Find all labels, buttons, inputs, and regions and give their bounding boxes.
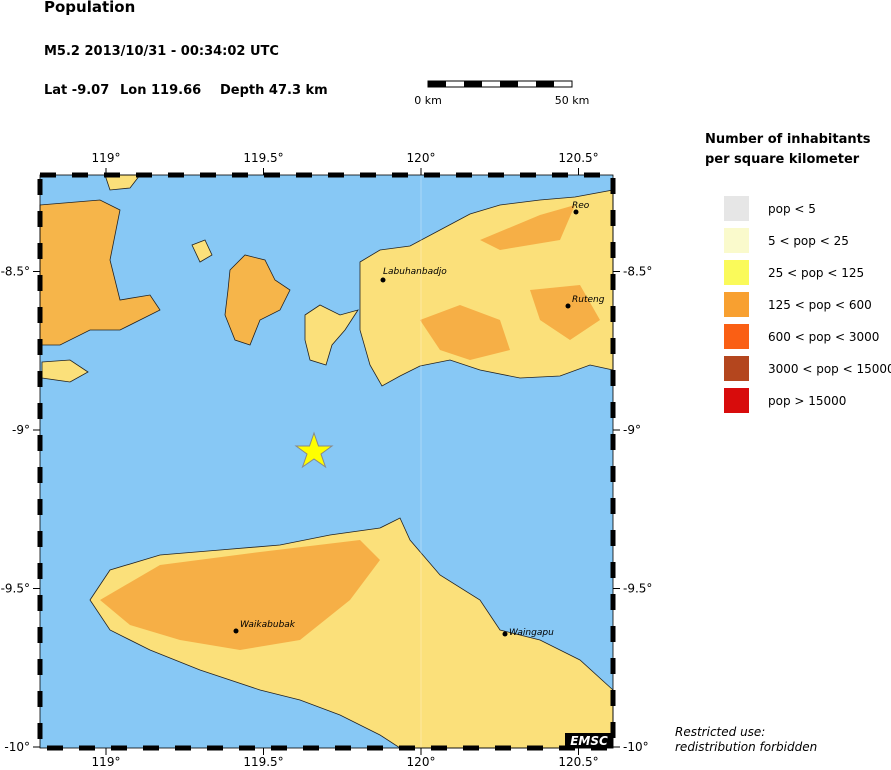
lon-tick-label: 120°: [407, 151, 436, 165]
note: Restricted use:: [675, 725, 765, 739]
city-dot: [380, 277, 386, 283]
lon-tick-label: 120.5°: [558, 755, 598, 769]
legend-swatch: [724, 292, 749, 317]
legend-swatch: [724, 196, 749, 221]
city-label: Ruteng: [572, 295, 605, 305]
legend-label: 600 < pop < 3000: [768, 330, 879, 344]
lon-tick-label: 119.5°: [243, 755, 283, 769]
lon-tick-label: 120°: [407, 755, 436, 769]
lat-tick-label: -9°: [623, 423, 641, 437]
scale-start: 0 km: [414, 94, 442, 107]
lon-tick-label: 119°: [92, 755, 121, 769]
lat: Lat -9.07: [44, 83, 109, 98]
legend-swatch: [724, 260, 749, 285]
epicenter: [294, 431, 334, 469]
scale-bar: 0 km 50 km: [414, 80, 590, 107]
city-label: Reo: [572, 201, 590, 211]
legend-swatch: [724, 228, 749, 253]
city-dot: [573, 209, 579, 215]
legend-swatch: [724, 356, 749, 381]
legend-swatch: [724, 388, 749, 413]
depth: Depth 47.3 km: [220, 83, 328, 98]
lon-tick-label: 119°: [92, 151, 121, 165]
legend-label: 25 < pop < 125: [768, 266, 864, 280]
scale-end: 50 km: [555, 94, 590, 107]
event: M5.2 2013/10/31 - 00:34:02 UTC: [44, 44, 279, 59]
lon-tick-label: 120.5°: [558, 151, 598, 165]
legend-label: 125 < pop < 600: [768, 298, 872, 312]
lat-tick-label: -9°: [12, 423, 30, 437]
note: redistribution forbidden: [675, 740, 817, 754]
legend-title: per square kilometer: [705, 152, 860, 167]
city-dot: [233, 628, 239, 634]
city-dot: [565, 303, 571, 309]
legend-label: 5 < pop < 25: [768, 234, 849, 248]
legend-swatch: [724, 324, 749, 349]
city-label: Labuhanbadjo: [383, 267, 447, 277]
lat-tick-label: -8.5°: [623, 265, 652, 279]
lat-tick-label: -10°: [623, 740, 649, 754]
legend-title: Number of inhabitants: [705, 132, 871, 147]
lat-tick-label: -10°: [4, 740, 30, 754]
lon-tick-label: 119.5°: [243, 151, 283, 165]
legend-label: pop < 5: [768, 202, 816, 216]
legend-label: pop > 15000: [768, 394, 846, 408]
map: EMSC: [37, 172, 616, 751]
city-dot: [502, 631, 508, 637]
lat-tick-label: -8.5°: [1, 265, 30, 279]
lat-tick-label: -9.5°: [623, 582, 652, 596]
badge: EMSC: [570, 734, 608, 748]
legend-label: 3000 < pop < 15000: [768, 362, 891, 376]
city-label: Waikabubak: [240, 620, 296, 630]
lat-tick-label: -9.5°: [1, 582, 30, 596]
title: Population: [44, 0, 135, 16]
lon: Lon 119.66: [120, 83, 201, 98]
city-label: Waingapu: [509, 628, 554, 638]
